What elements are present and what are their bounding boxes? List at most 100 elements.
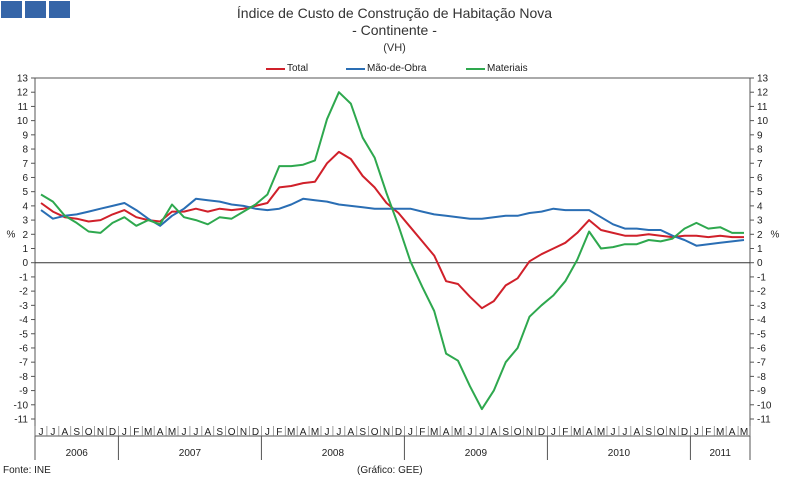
y-tick-label-left: 9 [22, 130, 28, 141]
legend-swatch-materiais [466, 67, 485, 70]
x-month-label: M [168, 427, 176, 438]
y-tick-label-right: -11 [757, 415, 771, 426]
x-month-label: A [633, 427, 640, 438]
y-tick-label-left: -5 [19, 329, 28, 340]
y-tick-label-right: -4 [757, 315, 766, 326]
x-month-label: S [359, 427, 366, 438]
y-tick-label-right: -1 [757, 272, 766, 283]
y-tick-label-left: 3 [22, 216, 28, 227]
y-tick-label-right: 11 [757, 102, 768, 113]
y-tick-label-left: -2 [19, 287, 28, 298]
y-tick-label-left: -8 [19, 372, 28, 383]
x-month-label: J [610, 427, 615, 438]
x-month-label: J [479, 427, 484, 438]
y-tick-label-right: 9 [757, 130, 763, 141]
y-tick-label-right: 13 [757, 74, 769, 85]
x-month-label: N [383, 427, 390, 438]
chart-unit-note: (VH) [383, 42, 406, 54]
x-month-label: J [694, 427, 699, 438]
y-tick-label-right: 5 [757, 187, 763, 198]
source-note: Fonte: INE [3, 465, 51, 476]
plot-frame [34, 77, 751, 437]
y-tick-label-right: -6 [757, 343, 766, 354]
x-month-label: O [228, 427, 236, 438]
logo-block [25, 1, 46, 18]
x-month-label: A [490, 427, 497, 438]
x-month-label: A [204, 427, 211, 438]
x-month-label: N [97, 427, 104, 438]
y-tick-label-left: 6 [22, 173, 28, 184]
x-month-label: S [645, 427, 652, 438]
x-month-label: F [562, 427, 568, 438]
x-month-label: F [133, 427, 139, 438]
y-tick-label-right: -10 [757, 400, 772, 411]
x-month-label: A [443, 427, 450, 438]
y-tick-label-left: -4 [19, 315, 28, 326]
y-tick-label-left: -11 [14, 415, 28, 426]
x-month-label: N [669, 427, 676, 438]
y-axis-label-right: % [771, 229, 780, 240]
x-month-label: N [240, 427, 247, 438]
legend-swatch-mao-de-obra [346, 67, 365, 70]
y-tick-label-right: 7 [757, 159, 763, 170]
y-tick-label-left: 10 [17, 116, 29, 127]
y-tick-label-left: 4 [22, 201, 28, 212]
chart-title: Índice de Custo de Construção de Habitaç… [236, 5, 553, 21]
x-month-label: F [705, 427, 711, 438]
y-tick-label-left: 12 [17, 88, 29, 99]
y-tick-label-left: 0 [22, 258, 28, 269]
x-month-label: J [467, 427, 472, 438]
logo-block [1, 1, 22, 18]
x-month-label: D [538, 427, 545, 438]
x-month-label: O [514, 427, 522, 438]
x-month-label: S [73, 427, 80, 438]
x-month-label: M [740, 427, 748, 438]
x-month-label: J [193, 427, 198, 438]
x-month-label: J [336, 427, 341, 438]
x-year-label: 2006 [66, 448, 89, 459]
y-tick-label-right: -9 [757, 386, 766, 397]
y-tick-label-right: 12 [757, 88, 769, 99]
x-month-label: F [276, 427, 282, 438]
x-month-label: J [551, 427, 556, 438]
y-tick-label-left: 11 [18, 102, 29, 113]
y-tick-label-left: -6 [19, 343, 28, 354]
x-month-label: A [586, 427, 593, 438]
x-month-label: M [311, 427, 319, 438]
y-tick-label-right: 4 [757, 201, 763, 212]
legend-label-total: Total [287, 63, 309, 74]
x-month-label: D [681, 427, 688, 438]
x-month-label: M [597, 427, 605, 438]
series-line-m-o-de-obra [40, 197, 745, 247]
logo [1, 1, 70, 18]
x-year-label: 2009 [465, 448, 488, 459]
x-month-label: M [144, 427, 152, 438]
x-year-label: 2007 [179, 448, 202, 459]
x-year-label: 2008 [322, 448, 345, 459]
series-line-materiais [40, 91, 744, 411]
x-month-label: N [526, 427, 533, 438]
x-month-label: O [657, 427, 665, 438]
x-month-label: J [622, 427, 627, 438]
x-month-label: J [122, 427, 127, 438]
x-year-label: 2010 [608, 448, 631, 459]
x-month-label: A [729, 427, 736, 438]
x-month-label: J [50, 427, 55, 438]
y-tick-label-right: 0 [757, 258, 763, 269]
chart-subtitle: - Continente - [352, 22, 437, 38]
x-month-label: O [371, 427, 379, 438]
x-month-label: J [38, 427, 43, 438]
y-tick-label-left: 5 [22, 187, 28, 198]
y-tick-label-right: 10 [757, 116, 769, 127]
legend-item-mao-de-obra: Mão-de-Obra [346, 63, 426, 74]
x-month-label: J [265, 427, 270, 438]
y-tick-label-right: 1 [757, 244, 763, 255]
x-month-label: M [454, 427, 462, 438]
legend-label-mao-de-obra: Mão-de-Obra [367, 63, 427, 74]
y-tick-label-right: -3 [757, 301, 766, 312]
x-month-label: M [287, 427, 295, 438]
legend: Total Mão-de-Obra Materiais [0, 63, 789, 77]
y-tick-label-left: 1 [22, 244, 28, 255]
legend-item-materiais: Materiais [466, 63, 528, 74]
